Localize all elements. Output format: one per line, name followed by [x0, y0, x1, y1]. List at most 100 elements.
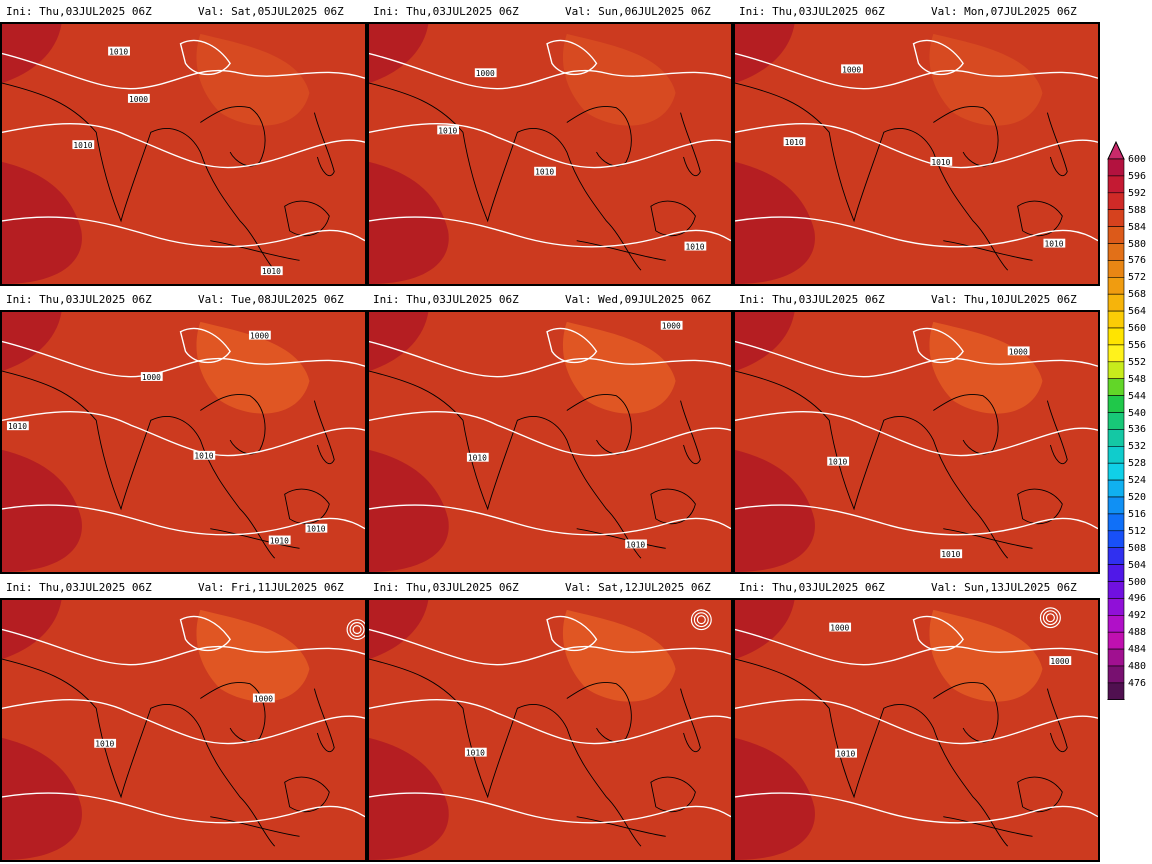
colorbar-level-label: 576	[1128, 255, 1147, 267]
forecast-map-panel: 1000 1010 1010	[367, 310, 733, 574]
isobar-label-box	[835, 748, 857, 758]
colorbar-level-label: 588	[1128, 204, 1147, 216]
isobar-label-box	[474, 68, 497, 78]
isobar-label-box	[193, 450, 216, 460]
colorbar-level-label: 532	[1128, 441, 1147, 453]
colorbar-segment	[1107, 344, 1125, 363]
isobar-label-box	[1049, 656, 1072, 665]
isobar-label: 1010	[686, 243, 705, 252]
colorbar-segment	[1107, 682, 1125, 700]
colorbar-segment	[1107, 462, 1125, 481]
map-canvas: 1000 1000 1010 1010 1010 1010	[2, 312, 365, 572]
colorbar-level-label: 596	[1128, 170, 1147, 182]
isobar-label: 1010	[468, 454, 487, 463]
colorbar-segment	[1107, 513, 1125, 532]
colorbar-segment	[1107, 581, 1125, 599]
colorbar-segment	[1107, 361, 1125, 380]
colorbar-level-label: 580	[1128, 238, 1147, 250]
isobar-label: 1010	[626, 540, 645, 549]
valid-time-label: Val: Sat,12JUL2025 06Z	[565, 581, 711, 594]
isobar-label-box	[268, 535, 291, 545]
isobar-label: 1000	[830, 624, 849, 633]
isobar-label-box	[466, 452, 489, 462]
forecast-map-panel: 1010	[367, 598, 733, 862]
colorbar-segment	[1107, 631, 1125, 650]
isobar-label-box	[940, 549, 963, 559]
colorbar-level-label: 484	[1128, 644, 1147, 656]
isobar-label: 1000	[662, 322, 681, 331]
colorbar-level-label: 480	[1128, 661, 1147, 672]
isobar-label: 1000	[250, 332, 269, 341]
colorbar-level-label: 500	[1128, 576, 1147, 588]
map-canvas: 1010	[369, 600, 731, 860]
isobar-label: 1010	[1044, 240, 1063, 249]
valid-time-label: Val: Sat,05JUL2025 06Z	[198, 5, 344, 18]
isobar-label: 1000	[254, 694, 273, 703]
isobar-label: 1010	[828, 458, 847, 467]
isobar-label-box	[305, 523, 328, 533]
isobar-label-box	[660, 320, 683, 330]
forecast-map-panel: 1010 1000 1010 1010	[0, 22, 367, 286]
colorbar-segment	[1107, 293, 1125, 312]
colorbar-segment	[1107, 614, 1125, 633]
colorbar-level-label: 520	[1128, 492, 1147, 503]
map-canvas: 1000 1010	[2, 600, 365, 860]
isobar-label: 1010	[73, 141, 92, 150]
isobar-label-box	[534, 166, 556, 176]
isobar-label-box	[6, 421, 29, 431]
colorbar-segment	[1107, 429, 1125, 447]
colorbar-level-label: 568	[1128, 289, 1147, 301]
isobar-label: 1000	[1050, 657, 1069, 666]
map-canvas: 1000 1010 1010	[735, 312, 1098, 572]
colorbar-segment	[1107, 479, 1125, 498]
isobar-label: 1010	[95, 740, 114, 749]
colorbar-level-label: 536	[1128, 424, 1147, 436]
colorbar-segment	[1107, 243, 1125, 261]
forecast-map-panel: 1000 1010 1010 1010	[367, 22, 733, 286]
colorbar-svg	[1107, 140, 1125, 700]
colorbar-segment	[1107, 209, 1125, 227]
colorbar-segment	[1107, 665, 1125, 684]
colorbar-segment	[1107, 310, 1125, 329]
colorbar-level-label: 504	[1128, 559, 1147, 571]
colorbar-top-arrow	[1107, 140, 1125, 160]
isobar-label-box	[108, 46, 130, 56]
isobar-label-box	[827, 456, 850, 466]
valid-time-label: Val: Thu,10JUL2025 06Z	[931, 293, 1077, 306]
isobar-label-box	[260, 266, 283, 276]
isobar-label-box	[94, 738, 117, 748]
isobar-label: 1000	[842, 65, 861, 74]
isobar-label: 1010	[262, 267, 281, 276]
init-time-label: Ini: Thu,03JUL2025 06Z	[739, 293, 885, 306]
colorbar-level-label: 492	[1128, 610, 1147, 622]
colorbar-segment	[1107, 445, 1125, 464]
map-canvas: 1010 1000 1010 1010	[2, 24, 365, 284]
isobar-label-box	[252, 693, 275, 703]
isobar-label-box	[248, 330, 271, 340]
valid-time-label: Val: Sun,13JUL2025 06Z	[931, 581, 1077, 594]
isobar-label: 1010	[466, 749, 485, 758]
isobar-label: 1010	[306, 525, 325, 534]
colorbar-level-label: 488	[1128, 627, 1147, 639]
colorbar-segment	[1107, 226, 1125, 244]
valid-time-label: Val: Wed,09JUL2025 06Z	[565, 293, 711, 306]
isobar-label: 1010	[535, 168, 554, 177]
isobar-label-box	[930, 156, 953, 166]
isobar-label-box	[625, 539, 647, 549]
colorbar-level-label: 524	[1128, 475, 1147, 487]
init-time-label: Ini: Thu,03JUL2025 06Z	[373, 5, 519, 18]
forecast-map-panel: 1000 1010 1010	[733, 310, 1100, 574]
isobar-label: 1010	[785, 138, 804, 147]
isobar-label: 1010	[931, 158, 950, 167]
forecast-map-panel: 1000 1010	[0, 598, 367, 862]
colorbar-segment	[1107, 378, 1125, 396]
colorbar-segment	[1107, 175, 1125, 194]
colorbar-segment	[1107, 412, 1125, 430]
forecast-map-panel: 1000 1000 1010	[733, 598, 1100, 862]
colorbar-level-label: 516	[1128, 508, 1147, 520]
isobar-label: 1010	[109, 48, 128, 57]
colorbar-level-label: 548	[1128, 373, 1147, 385]
map-canvas: 1000 1010 1010 1010	[735, 24, 1098, 284]
colorbar-level-label: 564	[1128, 306, 1147, 318]
init-time-label: Ini: Thu,03JUL2025 06Z	[6, 5, 152, 18]
